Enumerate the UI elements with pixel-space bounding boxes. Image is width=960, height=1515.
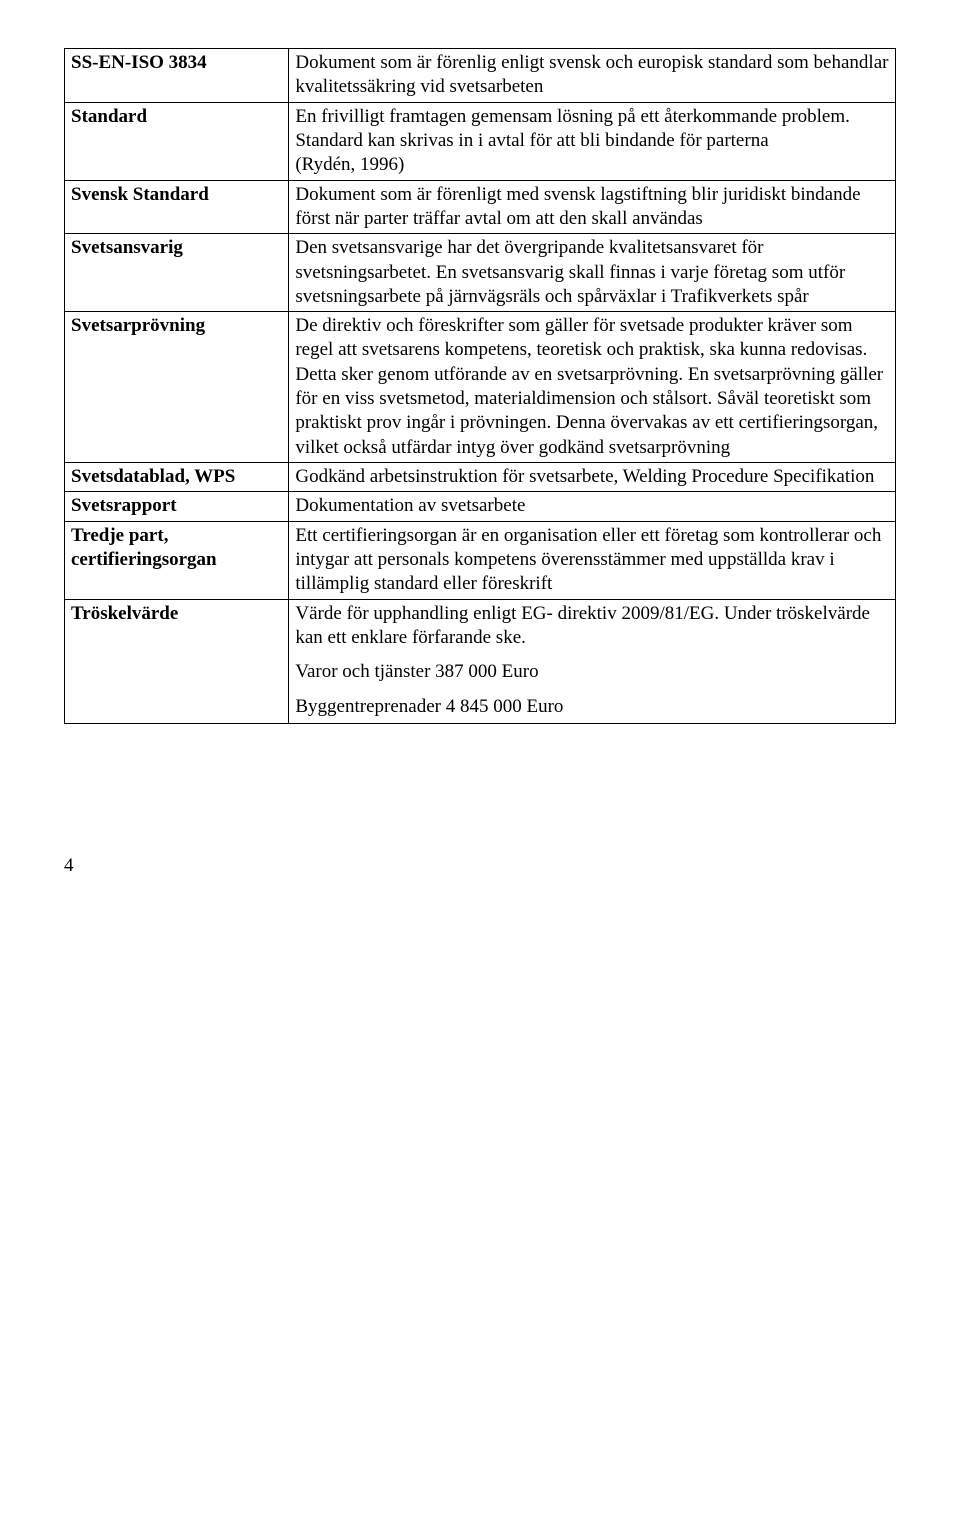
table-row: Svetsdatablad, WPSGodkänd arbetsinstrukt… bbox=[65, 463, 896, 492]
table-row: SS-EN-ISO 3834Dokument som är förenlig e… bbox=[65, 49, 896, 103]
table-row: StandardEn frivilligt framtagen gemensam… bbox=[65, 102, 896, 180]
definition-cell: Värde för upphandling enligt EG- direkti… bbox=[289, 599, 896, 723]
definition-cell: Den svetsansvarige har det övergripande … bbox=[289, 234, 896, 312]
table-row: SvetsrapportDokumentation av svetsarbete bbox=[65, 492, 896, 521]
definition-cell: Dokument som är förenlig enligt svensk o… bbox=[289, 49, 896, 103]
table-row: TröskelvärdeVärde för upphandling enligt… bbox=[65, 599, 896, 723]
definition-cell: Dokument som är förenligt med svensk lag… bbox=[289, 180, 896, 234]
definitions-table: SS-EN-ISO 3834Dokument som är förenlig e… bbox=[64, 48, 896, 724]
definition-cell: Godkänd arbetsinstruktion för svetsarbet… bbox=[289, 463, 896, 492]
definition-paragraph: Värde för upphandling enligt EG- direkti… bbox=[295, 602, 889, 651]
table-row: Svensk StandardDokument som är förenligt… bbox=[65, 180, 896, 234]
term-cell: Svensk Standard bbox=[65, 180, 289, 234]
table-row: SvetsansvarigDen svetsansvarige har det … bbox=[65, 234, 896, 312]
definition-cell: Ett certifieringsorgan är en organisatio… bbox=[289, 521, 896, 599]
definition-paragraph: Varor och tjänster 387 000 Euro bbox=[295, 660, 889, 684]
term-cell: Svetsdatablad, WPS bbox=[65, 463, 289, 492]
term-cell: SS-EN-ISO 3834 bbox=[65, 49, 289, 103]
term-cell: Svetsrapport bbox=[65, 492, 289, 521]
definition-cell: En frivilligt framtagen gemensam lösning… bbox=[289, 102, 896, 180]
table-row: Tredje part, certifieringsorganEtt certi… bbox=[65, 521, 896, 599]
definition-paragraph: Byggentreprenader 4 845 000 Euro bbox=[295, 695, 889, 719]
term-cell: Svetsarprövning bbox=[65, 312, 289, 463]
term-cell: Svetsansvarig bbox=[65, 234, 289, 312]
table-row: SvetsarprövningDe direktiv och föreskrif… bbox=[65, 312, 896, 463]
term-cell: Tredje part, certifieringsorgan bbox=[65, 521, 289, 599]
page-number: 4 bbox=[64, 854, 896, 878]
definition-cell: Dokumentation av svetsarbete bbox=[289, 492, 896, 521]
term-cell: Standard bbox=[65, 102, 289, 180]
term-cell: Tröskelvärde bbox=[65, 599, 289, 723]
definition-cell: De direktiv och föreskrifter som gäller … bbox=[289, 312, 896, 463]
